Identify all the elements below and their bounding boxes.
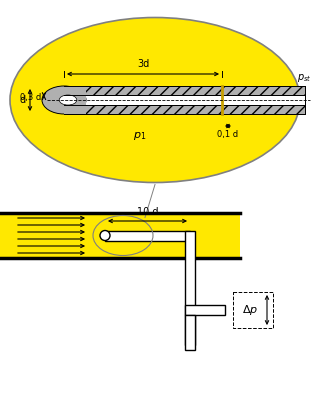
FancyBboxPatch shape bbox=[185, 315, 195, 350]
FancyBboxPatch shape bbox=[67, 95, 305, 105]
Text: 3d: 3d bbox=[137, 59, 149, 69]
FancyBboxPatch shape bbox=[185, 305, 225, 315]
Ellipse shape bbox=[10, 18, 300, 182]
FancyBboxPatch shape bbox=[105, 230, 190, 240]
Text: 0,1 d: 0,1 d bbox=[217, 130, 238, 139]
Text: $p_{st}$: $p_{st}$ bbox=[297, 72, 312, 84]
Text: d: d bbox=[20, 95, 26, 105]
Text: $p_1$: $p_1$ bbox=[133, 130, 147, 142]
FancyBboxPatch shape bbox=[0, 213, 240, 258]
Text: 0,3 d: 0,3 d bbox=[20, 93, 41, 102]
Ellipse shape bbox=[100, 230, 110, 240]
FancyBboxPatch shape bbox=[67, 86, 305, 114]
FancyBboxPatch shape bbox=[64, 86, 86, 114]
Text: 10 d: 10 d bbox=[137, 207, 158, 217]
Ellipse shape bbox=[59, 95, 77, 105]
FancyBboxPatch shape bbox=[185, 230, 195, 345]
Text: $\Delta p$: $\Delta p$ bbox=[242, 303, 258, 317]
Ellipse shape bbox=[42, 86, 86, 114]
